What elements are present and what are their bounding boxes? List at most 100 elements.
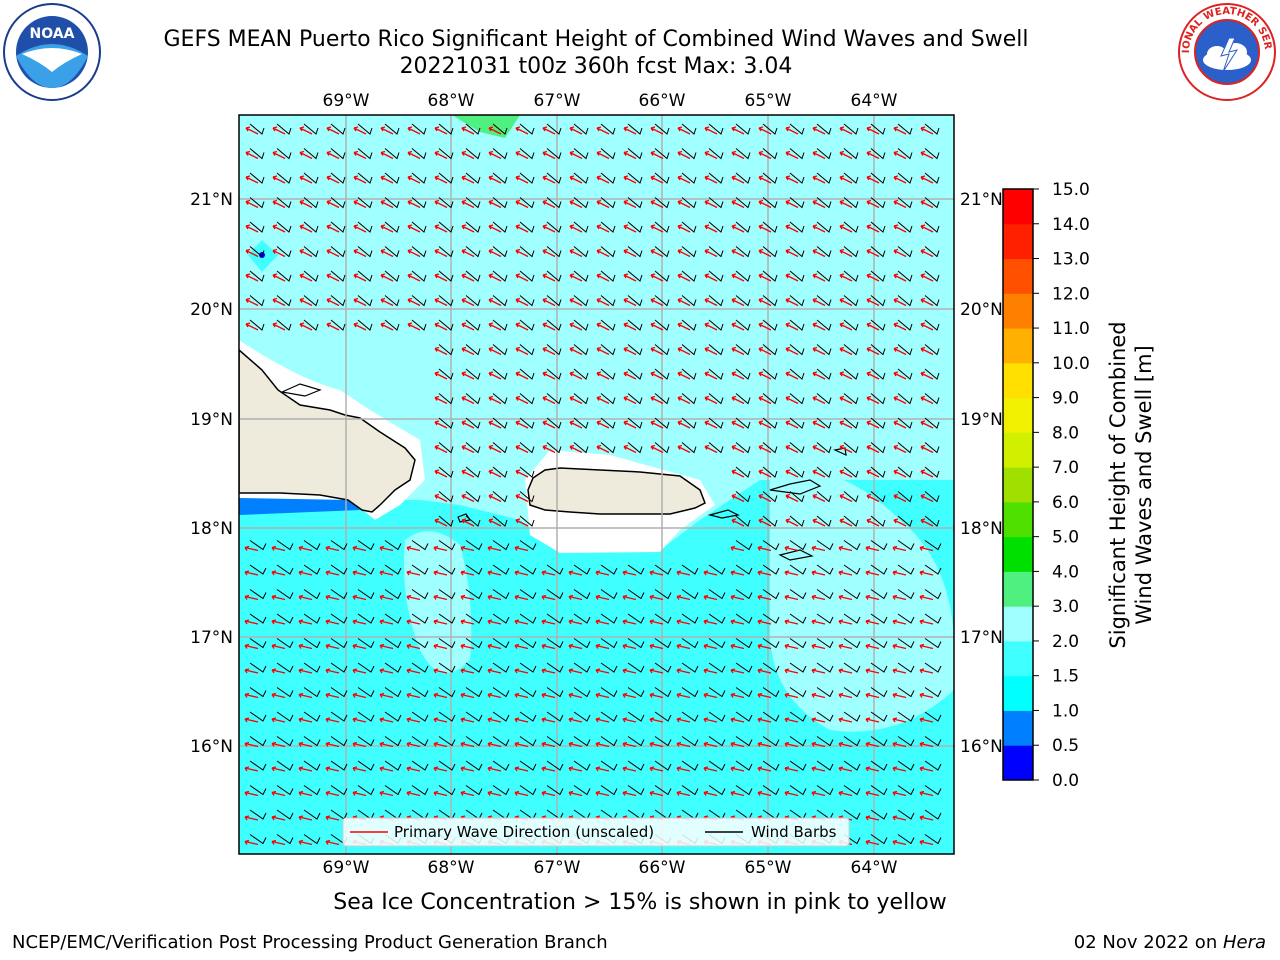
wind-barb <box>492 221 508 233</box>
wind-barb <box>330 638 348 649</box>
wind-barb <box>384 123 400 135</box>
lat-tick-left: 21°N <box>190 190 233 210</box>
wave-direction-arrow <box>541 668 556 674</box>
wind-barb <box>357 270 373 282</box>
wave-direction-arrow <box>596 444 610 454</box>
wave-direction-arrow <box>325 594 340 601</box>
wave-direction-arrow <box>434 420 448 429</box>
wave-direction-arrow <box>379 766 394 772</box>
wind-barb <box>330 295 346 307</box>
wind-barb <box>924 221 940 233</box>
wind-barb <box>276 246 292 258</box>
wind-barb <box>465 687 483 698</box>
wave-direction-arrow <box>839 273 853 282</box>
colorbar-segment <box>1003 710 1033 746</box>
wind-barb <box>708 270 724 282</box>
wind-barb <box>519 368 535 380</box>
wave-direction-arrow <box>812 150 826 160</box>
lon-tick-top: 67°W <box>534 91 581 111</box>
wave-direction-arrow <box>542 248 556 258</box>
wave-direction-arrow <box>919 839 934 846</box>
hispaniola-land <box>239 349 416 513</box>
wave-direction-arrow <box>812 518 826 527</box>
wave-direction-arrow <box>434 150 448 160</box>
wind-barb <box>789 564 807 575</box>
wind-barb <box>384 221 400 233</box>
wave-direction-arrow <box>650 175 664 184</box>
wind-barb <box>654 662 672 673</box>
wave-direction-arrow <box>676 643 691 650</box>
wind-barb <box>897 613 915 624</box>
wind-barb <box>357 687 375 698</box>
wave-direction-arrow <box>758 346 772 356</box>
wind-barb <box>573 638 591 649</box>
wave-direction-arrow <box>515 224 529 233</box>
wave-direction-arrow <box>272 126 286 135</box>
wave-direction-arrow <box>271 545 286 552</box>
wind-barb <box>843 344 859 356</box>
wave-direction-arrow <box>299 297 313 307</box>
wind-barb <box>546 246 562 258</box>
wave-direction-arrow <box>434 248 448 258</box>
wave-direction-arrow <box>298 839 313 846</box>
wind-barb <box>357 736 375 747</box>
wave-direction-arrow <box>460 766 475 772</box>
wind-barb <box>735 221 751 233</box>
colorbar-segment <box>1003 467 1033 503</box>
wind-barb <box>843 246 859 258</box>
wind-barb <box>546 123 562 135</box>
wave-direction-arrow <box>838 741 853 748</box>
wave-direction-arrow <box>352 766 367 772</box>
wave-direction-arrow <box>812 126 826 135</box>
lat-tick-right: 16°N <box>960 737 1003 757</box>
wave-direction-arrow <box>839 493 853 503</box>
wave-direction-arrow <box>650 126 664 135</box>
wave-direction-arrow <box>353 175 367 184</box>
wind-barb <box>762 442 778 454</box>
wind-barb <box>870 564 888 575</box>
wind-barb <box>762 172 778 184</box>
wave-direction-arrow <box>839 248 853 258</box>
wave-direction-arrow <box>272 297 286 307</box>
wave-direction-arrow <box>379 790 394 797</box>
wave-direction-arrow <box>244 839 259 846</box>
wave-direction-arrow <box>272 322 286 331</box>
wave-direction-arrow <box>380 126 394 135</box>
wind-barb <box>411 295 427 307</box>
wave-direction-arrow <box>271 717 286 723</box>
wave-direction-arrow <box>379 619 394 625</box>
wind-barb <box>870 662 888 673</box>
wind-barb <box>303 638 321 649</box>
wind-barb <box>492 760 510 771</box>
colorbar-tick-label: 13.0 <box>1052 250 1090 270</box>
wind-barb <box>843 172 859 184</box>
colorbar-segment <box>1003 536 1033 572</box>
wave-direction-arrow <box>379 594 394 601</box>
wind-barb <box>357 760 375 771</box>
wind-barb <box>519 344 535 356</box>
lon-tick-top: 68°W <box>428 91 475 111</box>
wind-barb <box>465 442 481 454</box>
wave-direction-arrow <box>569 420 583 429</box>
wind-barb <box>735 442 751 454</box>
wind-barb <box>276 613 294 624</box>
wind-barb <box>816 589 834 600</box>
wave-direction-arrow <box>245 199 259 209</box>
wave-direction-arrow <box>595 692 610 699</box>
wave-direction-arrow <box>731 199 745 209</box>
wind-barb <box>789 123 805 135</box>
wind-barb <box>438 417 454 429</box>
wind-barb <box>924 319 940 331</box>
wind-barb <box>600 172 616 184</box>
wind-barb <box>762 393 778 405</box>
wave-direction-arrow <box>271 619 286 625</box>
wind-barb <box>330 736 348 747</box>
wind-barb <box>897 295 913 307</box>
wave-direction-arrow <box>488 150 502 160</box>
wave-direction-arrow <box>326 248 340 258</box>
wind-barb <box>897 760 915 771</box>
wave-direction-arrow <box>488 248 502 258</box>
wind-barb <box>546 711 564 722</box>
wave-direction-arrow <box>649 570 664 576</box>
